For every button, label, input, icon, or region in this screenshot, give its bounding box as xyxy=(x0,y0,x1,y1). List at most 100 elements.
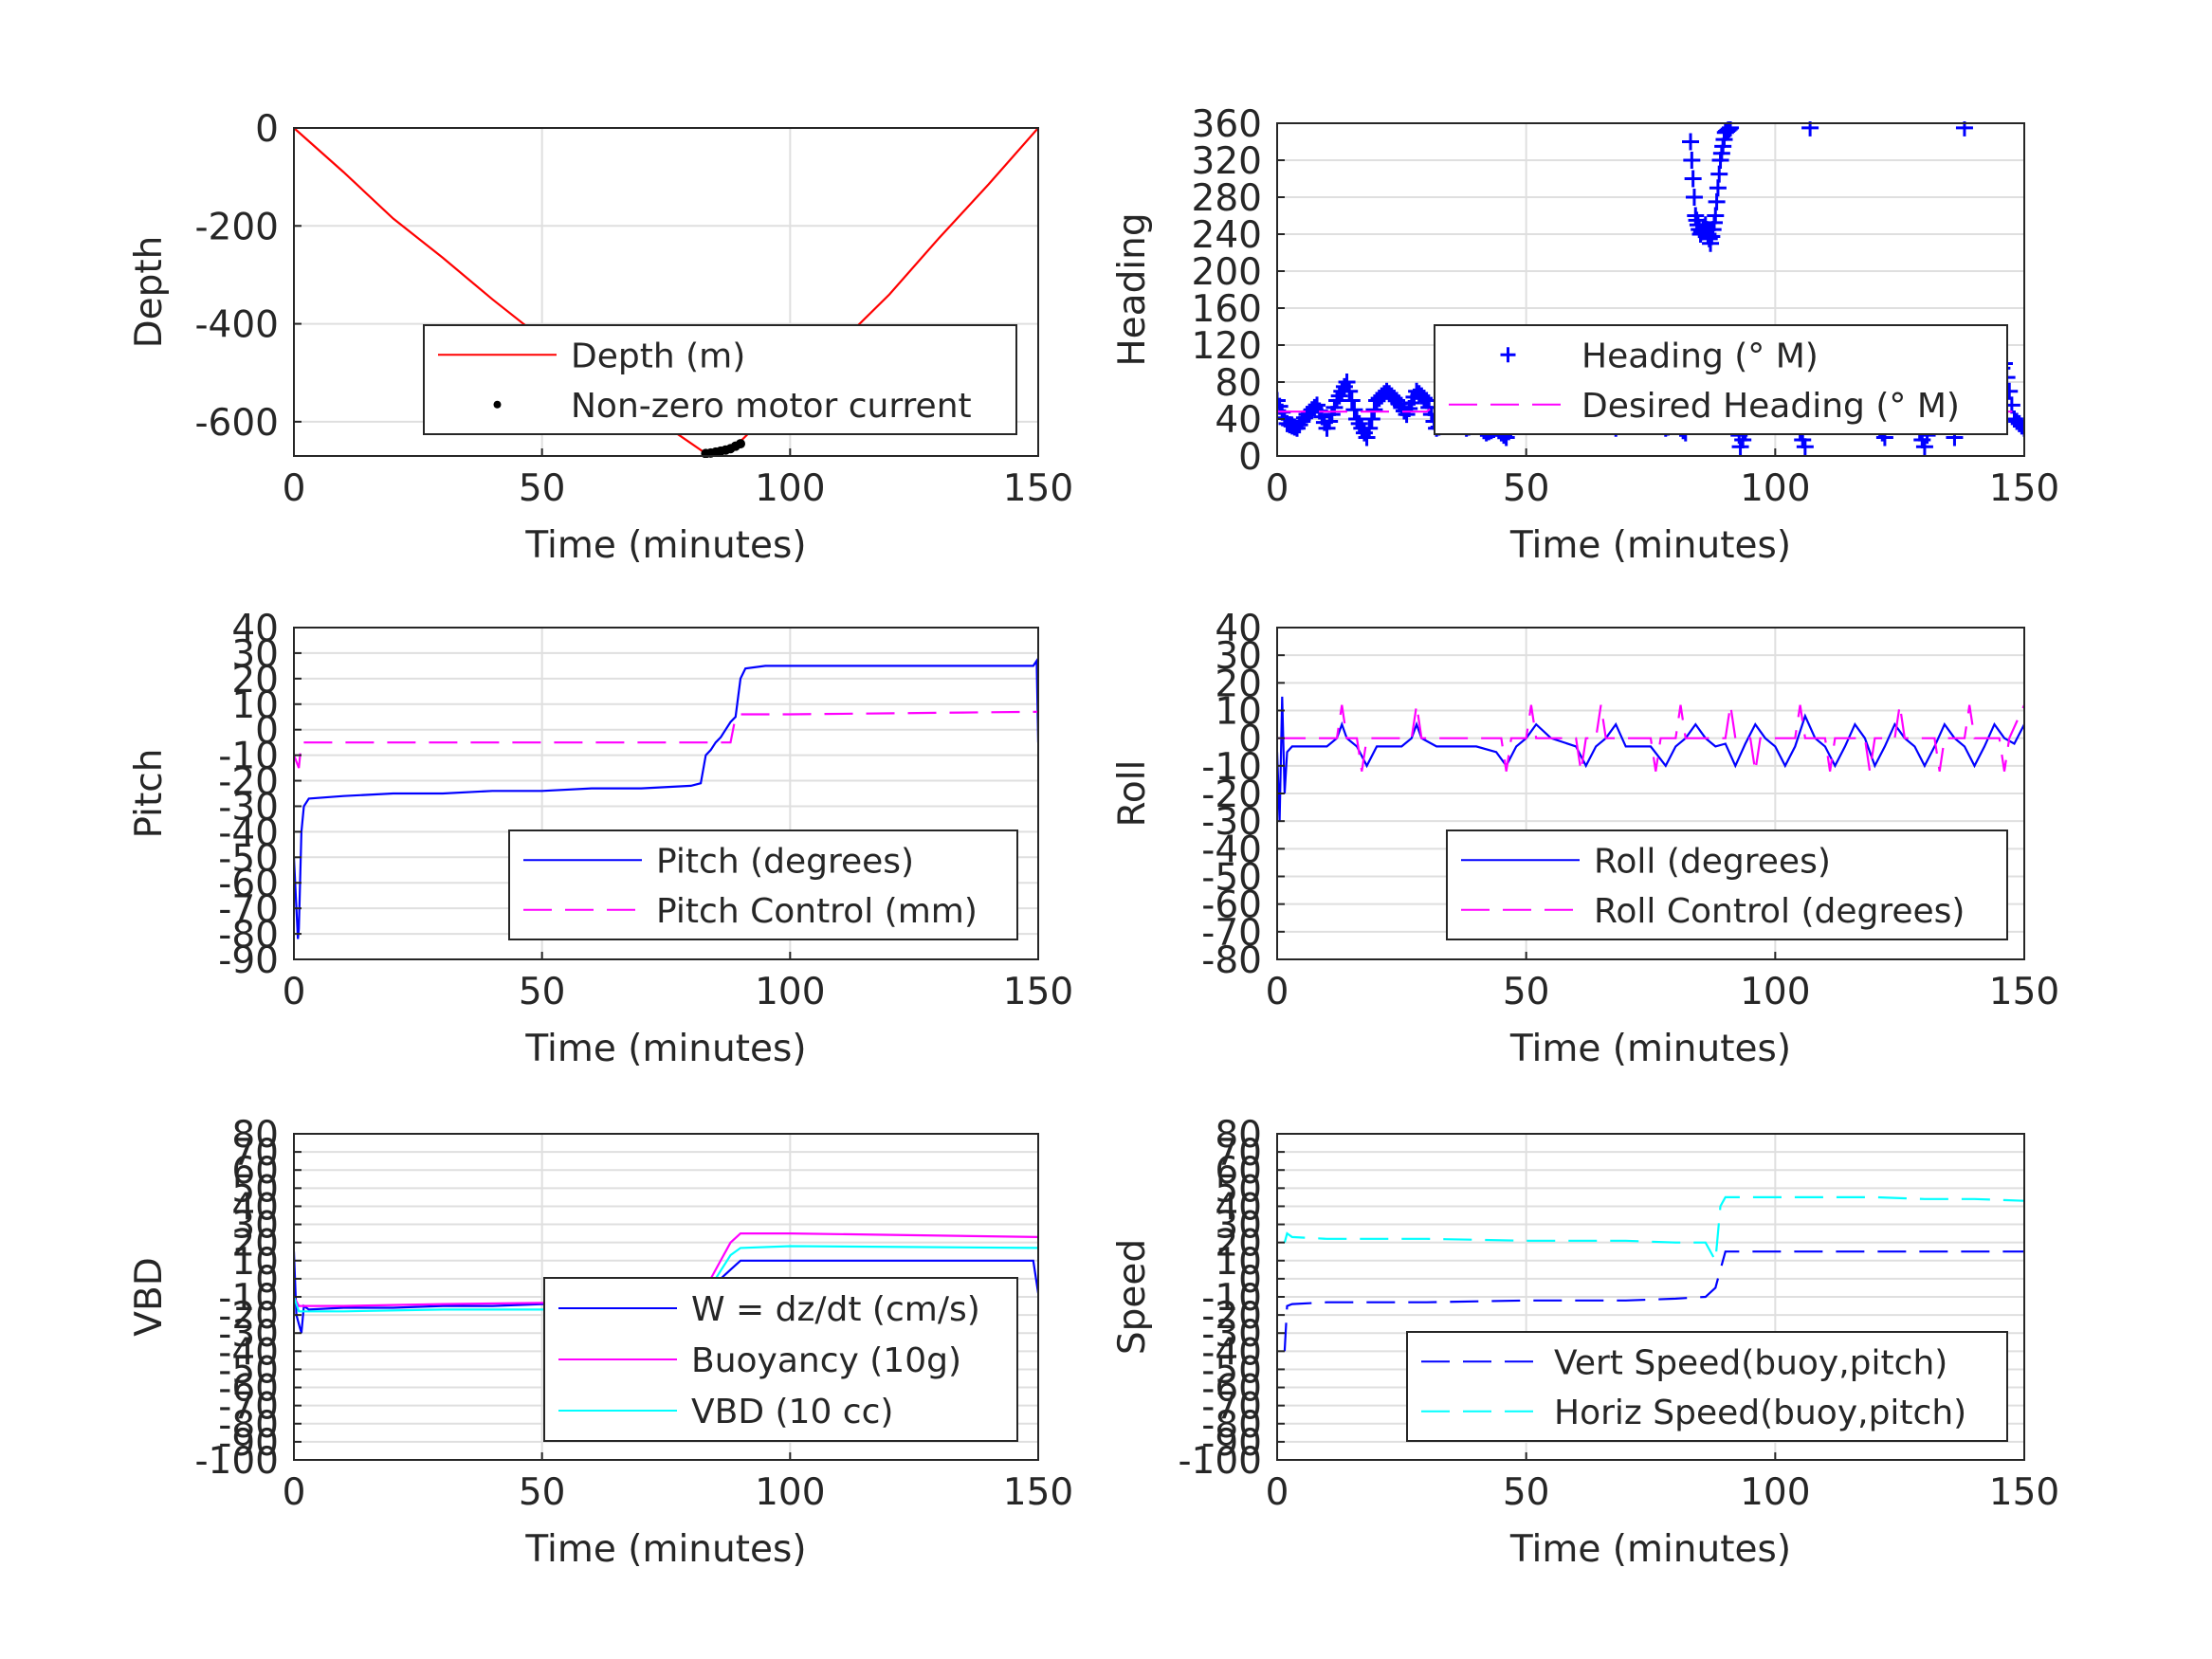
y-tick-label: 0 xyxy=(1238,719,1262,761)
y-tick-label: 0 xyxy=(255,108,279,151)
data-point xyxy=(1683,152,1701,169)
x-tick-label: 0 xyxy=(283,1471,306,1514)
legend-label: Roll (degrees) xyxy=(1594,842,1831,881)
y-tick-label: 280 xyxy=(1192,177,1262,220)
y-tick-label: -50 xyxy=(1201,857,1262,900)
subplot-6: 0 50 100 15080706050403020100-10-20-30-40-5… xyxy=(1111,1114,2059,1571)
y-tick-label: 40 xyxy=(231,608,279,650)
data-point xyxy=(1341,382,1359,400)
y-tick-label: 50 xyxy=(1215,1168,1262,1211)
data-point xyxy=(1682,133,1700,151)
data-point xyxy=(1796,438,1814,456)
y-tick-label: -70 xyxy=(1201,912,1262,955)
y-tick-label: -70 xyxy=(218,888,279,931)
subplot-5: 0 50 100 15080706050403020100-10-20-30-40-5… xyxy=(128,1114,1073,1571)
y-tick-label: -30 xyxy=(1201,801,1262,844)
data-point xyxy=(1684,170,1702,188)
y-tick-label: -40 xyxy=(1201,1331,1262,1374)
legend-label: Vert Speed(buoy,pitch) xyxy=(1554,1343,1947,1382)
y-tick-label: 10 xyxy=(231,684,279,727)
data-point xyxy=(1801,121,1819,137)
series-pitch-degrees xyxy=(294,657,1038,939)
y-tick-label: -60 xyxy=(1201,884,1262,927)
legend-label: Pitch Control (mm) xyxy=(656,892,978,931)
y-tick-label: -50 xyxy=(1201,1349,1262,1392)
y-tick-label: -10 xyxy=(218,1277,279,1320)
y-tick-label: 80 xyxy=(1215,1114,1262,1157)
x-tick-label: 0 xyxy=(283,467,306,510)
series-vert-speed-buoy-pitch xyxy=(1283,1250,2024,1352)
y-tick-label: -40 xyxy=(1201,829,1262,871)
x-tick-label: 100 xyxy=(755,467,825,510)
axes-box xyxy=(293,627,1039,960)
legend-label: VBD (10 cc) xyxy=(691,1393,893,1431)
x-tick-label: 150 xyxy=(1003,971,1073,1013)
legend-marker xyxy=(493,400,502,409)
data-point xyxy=(1365,401,1383,419)
x-axis-label: Time (minutes) xyxy=(1509,1528,1791,1571)
legend-marker xyxy=(1500,347,1516,363)
x-axis-label: Time (minutes) xyxy=(524,1028,806,1070)
data-point xyxy=(2016,419,2024,437)
data-point xyxy=(1722,121,1740,137)
y-tick-label: -90 xyxy=(218,939,279,982)
y-tick-label: 0 xyxy=(1238,436,1262,479)
y-tick-label: -30 xyxy=(1201,1313,1262,1356)
y-tick-label: 120 xyxy=(1192,325,1262,368)
x-tick-label: 150 xyxy=(1003,1471,1073,1514)
subplot-4: 0 50 100 150403020100-10-20-30-40-50-60-70-… xyxy=(1111,608,2059,1070)
y-tick-label: -90 xyxy=(218,1422,279,1465)
series-pitch-control-mm xyxy=(294,710,1038,769)
y-tick-label: 20 xyxy=(1215,663,1262,705)
x-axis-label: Time (minutes) xyxy=(524,1528,806,1571)
y-tick-label: -200 xyxy=(194,206,279,248)
axes-box xyxy=(293,127,1039,457)
legend-box xyxy=(1406,1331,2008,1442)
y-tick-label: 50 xyxy=(231,1168,279,1211)
data-point xyxy=(1362,410,1380,428)
y-tick-label: 10 xyxy=(1215,1241,1262,1284)
y-tick-label: 60 xyxy=(1215,1150,1262,1193)
y-tick-label: -20 xyxy=(218,1295,279,1338)
y-tick-label: -80 xyxy=(1201,939,1262,982)
y-tick-label: 30 xyxy=(231,633,279,676)
y-tick-label: 70 xyxy=(1215,1132,1262,1175)
data-point xyxy=(1685,189,1703,206)
axes-box xyxy=(1276,122,2025,457)
series-roll-degrees xyxy=(1277,696,2024,822)
x-tick-label: 100 xyxy=(1740,971,1810,1013)
x-axis-label: Time (minutes) xyxy=(524,524,806,567)
y-tick-label: 70 xyxy=(231,1132,279,1175)
y-tick-label: 60 xyxy=(231,1150,279,1193)
series-roll-control-degrees xyxy=(1277,704,2024,772)
legend-label: W = dz/dt (cm/s) xyxy=(691,1290,980,1329)
x-tick-label: 0 xyxy=(1266,467,1289,510)
y-tick-label: 0 xyxy=(255,1259,279,1302)
x-tick-label: 50 xyxy=(1503,1471,1550,1514)
y-tick-label: -90 xyxy=(1201,1422,1262,1465)
legend-label: Depth (m) xyxy=(571,337,745,375)
data-point xyxy=(2013,417,2024,435)
x-tick-label: 150 xyxy=(1989,1471,2059,1514)
legend: Depth (m) Non-zero motor current xyxy=(423,324,1017,435)
y-tick-label: 40 xyxy=(231,1186,279,1229)
data-point xyxy=(1915,438,1933,456)
data-point xyxy=(1415,390,1433,408)
subplot-3: 0 50 100 150403020100-10-20-30-40-50-60-70-… xyxy=(128,608,1073,1070)
y-axis-label: VBD xyxy=(128,1257,171,1336)
x-tick-label: 50 xyxy=(519,971,566,1013)
y-tick-label: 40 xyxy=(1215,1186,1262,1229)
y-tick-label: -40 xyxy=(218,1331,279,1374)
y-tick-label: 20 xyxy=(231,1223,279,1266)
y-tick-label: -60 xyxy=(1201,1368,1262,1411)
y-tick-label: 20 xyxy=(231,659,279,702)
y-tick-label: 30 xyxy=(1215,1205,1262,1248)
y-axis-label: Heading xyxy=(1111,212,1154,366)
y-tick-label: 40 xyxy=(1215,608,1262,650)
x-tick-label: 0 xyxy=(1266,1471,1289,1514)
x-axis-label: Time (minutes) xyxy=(1509,524,1791,567)
y-tick-label: -80 xyxy=(1201,1404,1262,1447)
y-tick-label: -50 xyxy=(218,1349,279,1392)
y-tick-label: -40 xyxy=(218,811,279,854)
